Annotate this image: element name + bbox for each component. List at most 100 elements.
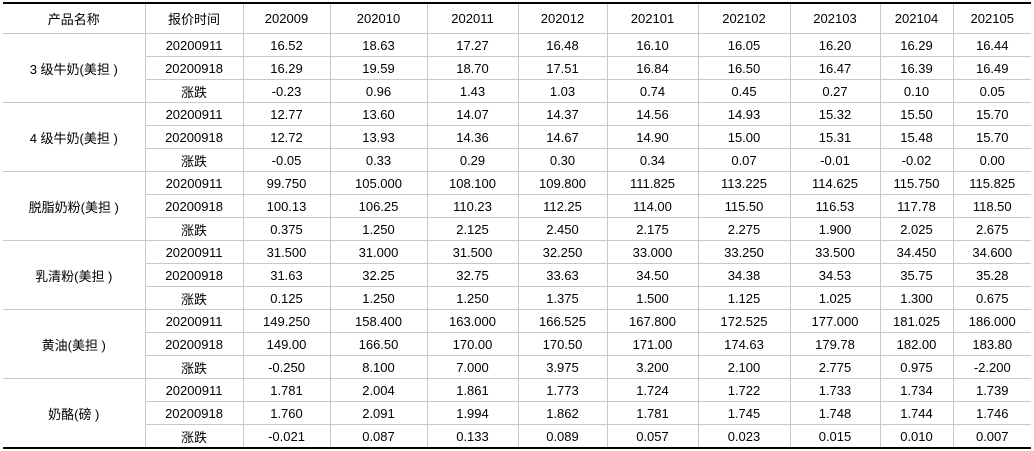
value-cell: 16.50 <box>697 56 791 80</box>
data-row: 乳清粉(美担 ) 20200911 31.500 31.000 31.500 32.250… <box>3 240 1031 310</box>
value-cell: 1.748 <box>789 401 881 425</box>
row-label: 涨跌 <box>145 148 244 172</box>
header-cell: 202105 <box>952 2 1031 34</box>
value-cell: 16.47 <box>789 56 881 80</box>
value-cell: 115.50 <box>697 194 791 218</box>
row-label: 20200911 <box>144 102 244 126</box>
row-label: 20200918 <box>145 194 244 218</box>
value-cell: 171.00 <box>606 332 699 356</box>
value-cell: 1.900 <box>789 217 881 241</box>
value-cell: 12.77 <box>242 102 331 126</box>
value-cell: 1.745 <box>697 401 791 425</box>
value-cell: 2.091 <box>329 401 428 425</box>
row-label: 涨跌 <box>145 217 244 241</box>
row-label: 20200911 <box>144 378 244 402</box>
value-cell: 18.70 <box>426 56 519 80</box>
value-cell: 31.63 <box>242 263 331 287</box>
value-cell: 166.50 <box>329 332 428 356</box>
header-cell: 报价时间 <box>144 2 244 34</box>
value-cell: 2.004 <box>329 378 428 402</box>
value-cell: 7.000 <box>426 355 519 379</box>
row-label: 20200918 <box>145 125 244 149</box>
value-cell: 14.90 <box>606 125 699 149</box>
value-cell: 1.43 <box>426 79 519 103</box>
value-cell: 0.30 <box>517 148 608 172</box>
value-cell: 149.00 <box>242 332 331 356</box>
data-row: 涨跌 -0.05 0.33 0.29 0.30 0.34 0.07 -0.01 -0.02 0.0… <box>3 148 1031 172</box>
value-cell: 13.93 <box>329 125 428 149</box>
value-cell: 0.007 <box>952 424 1031 449</box>
value-cell: 13.60 <box>329 102 428 126</box>
value-cell: 15.48 <box>879 125 954 149</box>
row-label: 20200911 <box>144 309 244 333</box>
value-cell: 0.34 <box>606 148 699 172</box>
value-cell: 34.38 <box>697 263 791 287</box>
value-cell: 8.100 <box>329 355 428 379</box>
value-cell: 3.975 <box>517 355 608 379</box>
value-cell: -2.200 <box>952 355 1031 379</box>
value-cell: 34.50 <box>606 263 699 287</box>
header-cell: 202104 <box>879 2 954 34</box>
data-row: 涨跌 0.125 1.250 1.250 1.375 1.500 1.125 1.025 1.3… <box>3 286 1031 310</box>
value-cell: 0.015 <box>789 424 881 449</box>
value-cell: 2.125 <box>426 217 519 241</box>
data-row: 20200918 31.63 32.25 32.75 33.63 34.50 34.38 34… <box>3 263 1031 287</box>
value-cell: 3.200 <box>606 355 699 379</box>
value-cell: 33.63 <box>517 263 608 287</box>
value-cell: 1.733 <box>789 378 881 402</box>
value-cell: 0.10 <box>879 79 954 103</box>
value-cell: 1.250 <box>329 286 428 310</box>
value-cell: -0.01 <box>789 148 881 172</box>
value-cell: 0.010 <box>879 424 954 449</box>
value-cell: 0.023 <box>697 424 791 449</box>
value-cell: 183.80 <box>952 332 1031 356</box>
data-row: 20200918 100.13 106.25 110.23 112.25 114.00 11… <box>3 194 1031 218</box>
value-cell: 16.20 <box>789 33 881 57</box>
value-cell: 2.100 <box>697 355 791 379</box>
value-cell: 167.800 <box>606 309 699 333</box>
value-cell: 1.300 <box>879 286 954 310</box>
value-cell: 16.44 <box>952 33 1031 57</box>
value-cell: 1.722 <box>697 378 791 402</box>
value-cell: 1.250 <box>329 217 428 241</box>
value-cell: 0.975 <box>879 355 954 379</box>
value-cell: 1.250 <box>426 286 519 310</box>
value-cell: 2.450 <box>517 217 608 241</box>
value-cell: 14.67 <box>517 125 608 149</box>
value-cell: 17.51 <box>517 56 608 80</box>
value-cell: 0.089 <box>517 424 608 449</box>
value-cell: 118.50 <box>952 194 1031 218</box>
value-cell: 109.800 <box>517 171 608 195</box>
value-cell: 0.00 <box>952 148 1031 172</box>
data-row: 涨跌 0.375 1.250 2.125 2.450 2.175 2.275 1.900 2.0… <box>3 217 1031 241</box>
value-cell: 14.36 <box>426 125 519 149</box>
value-cell: 99.750 <box>242 171 331 195</box>
data-row: 奶酪(磅 ) 20200911 1.781 2.004 1.861 1.773 1.724 1… <box>3 378 1031 449</box>
header-cell: 202101 <box>606 2 699 34</box>
product-name: 黄油(美担 ) <box>3 309 146 379</box>
value-cell: 19.59 <box>329 56 428 80</box>
value-cell: 116.53 <box>789 194 881 218</box>
value-cell: 0.27 <box>789 79 881 103</box>
value-cell: 12.72 <box>242 125 331 149</box>
value-cell: 113.225 <box>697 171 791 195</box>
value-cell: 1.773 <box>517 378 608 402</box>
data-row: 20200918 149.00 166.50 170.00 170.50 171.00 17… <box>3 332 1031 356</box>
value-cell: 105.000 <box>329 171 428 195</box>
header-cell: 产品名称 <box>3 2 146 34</box>
value-cell: 16.39 <box>879 56 954 80</box>
header-cell: 202012 <box>517 2 608 34</box>
value-cell: 181.025 <box>879 309 954 333</box>
value-cell: 0.74 <box>606 79 699 103</box>
header-cell: 202103 <box>789 2 881 34</box>
value-cell: 111.825 <box>606 171 699 195</box>
value-cell: 14.07 <box>426 102 519 126</box>
value-cell: 114.625 <box>789 171 881 195</box>
data-row: 脱脂奶粉(美担 ) 20200911 99.750 105.000 108.100 109… <box>3 171 1031 241</box>
value-cell: 172.525 <box>697 309 791 333</box>
value-cell: -0.021 <box>242 424 331 449</box>
value-cell: 100.13 <box>242 194 331 218</box>
value-cell: 186.000 <box>952 309 1031 333</box>
value-cell: 35.28 <box>952 263 1031 287</box>
